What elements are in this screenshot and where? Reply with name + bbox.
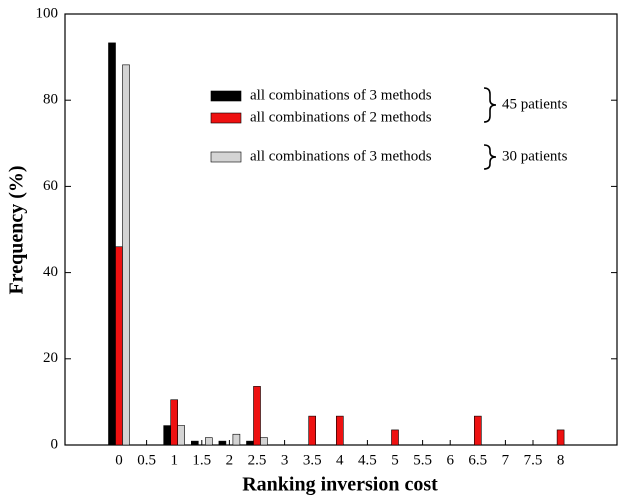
legend-label: all combinations of 3 methods — [250, 87, 432, 103]
legend-swatch — [210, 112, 242, 124]
plot-frame — [64, 13, 618, 446]
legend-swatch — [210, 90, 242, 102]
x-tick-label: 0 — [115, 452, 123, 468]
x-tick-label: 5.5 — [413, 452, 432, 468]
annotation: 30 patients — [502, 148, 568, 164]
x-tick-label: 8 — [557, 452, 565, 468]
x-tick-label: 1 — [170, 452, 178, 468]
bar — [191, 440, 199, 446]
bar — [335, 415, 344, 446]
y-tick-label: 60 — [43, 178, 58, 194]
legend-label: all combinations of 2 methods — [250, 109, 432, 125]
annotation: 45 patients — [502, 96, 568, 112]
legend-label: all combinations of 3 methods — [250, 148, 432, 164]
y-tick-label: 20 — [43, 350, 58, 366]
x-tick-label: 6 — [446, 452, 454, 468]
x-tick-label: 2.5 — [248, 452, 267, 468]
x-axis-title: Ranking inversion cost — [242, 474, 438, 496]
x-tick-label: 2 — [226, 452, 234, 468]
x-tick-label: 4 — [336, 452, 344, 468]
x-tick-label: 0.5 — [137, 452, 156, 468]
bar — [556, 429, 565, 446]
x-tick-label: 7 — [502, 452, 510, 468]
y-tick-label: 0 — [51, 436, 59, 452]
brace — [483, 144, 497, 170]
x-tick-label: 6.5 — [468, 452, 487, 468]
bar — [260, 437, 268, 446]
bar — [170, 399, 178, 446]
x-tick-label: 1.5 — [192, 452, 211, 468]
x-tick-label: 7.5 — [524, 452, 543, 468]
x-tick-label: 5 — [391, 452, 399, 468]
legend-swatch — [210, 151, 242, 163]
bar — [218, 440, 227, 446]
bar — [308, 415, 317, 446]
bar — [205, 437, 213, 446]
bar — [473, 415, 482, 446]
bar — [253, 386, 261, 446]
y-axis-title: Frequency (%) — [6, 165, 28, 294]
bar — [115, 246, 123, 446]
y-tick-label: 80 — [43, 92, 58, 108]
bar — [177, 425, 185, 446]
bar — [232, 433, 241, 446]
x-tick-label: 3.5 — [303, 452, 322, 468]
y-tick-label: 40 — [43, 264, 58, 280]
y-tick-label: 100 — [36, 5, 59, 21]
x-tick-label: 4.5 — [358, 452, 377, 468]
bar — [391, 429, 399, 446]
brace — [483, 87, 497, 123]
bar — [163, 425, 171, 446]
bar — [108, 42, 116, 446]
bar — [122, 64, 130, 446]
x-tick-label: 3 — [281, 452, 289, 468]
bar — [246, 440, 254, 446]
